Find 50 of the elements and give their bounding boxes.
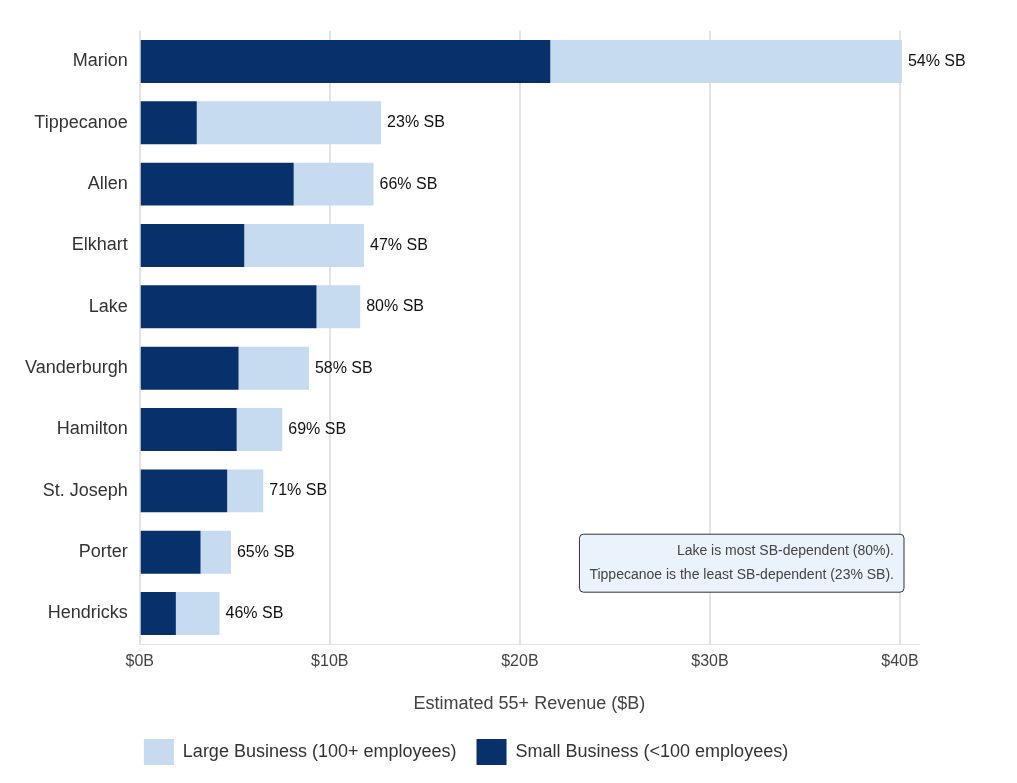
x-tick-label: $20B bbox=[501, 652, 539, 670]
x-tick-label: $0B bbox=[125, 652, 154, 670]
annotation: Lake is most SB-dependent (80%). bbox=[676, 542, 894, 559]
y-tick-label: Marion bbox=[72, 50, 128, 71]
annotation: 23% SB bbox=[387, 113, 445, 131]
bar bbox=[200, 530, 231, 574]
x-tick-label: $10B bbox=[311, 652, 349, 670]
bar bbox=[140, 592, 176, 635]
x-axis-title: Estimated 55+ Revenue ($B) bbox=[413, 693, 646, 714]
bar bbox=[140, 101, 197, 145]
y-tick-label: Hamilton bbox=[56, 418, 128, 439]
bar bbox=[140, 162, 294, 206]
bar bbox=[227, 469, 264, 513]
y-tick-label: Elkhart bbox=[71, 234, 128, 255]
bar bbox=[316, 285, 361, 329]
y-tick-label: Lake bbox=[88, 295, 128, 316]
y-tick-label: Vanderburgh bbox=[24, 357, 128, 378]
bar bbox=[293, 162, 374, 206]
bar bbox=[140, 285, 317, 329]
annotation: 47% SB bbox=[370, 235, 428, 253]
y-tick-label: Tippecanoe bbox=[34, 111, 128, 132]
annotation: 46% SB bbox=[225, 603, 284, 621]
legend-label: Large Business (100+ employees) bbox=[182, 740, 457, 761]
bar bbox=[140, 40, 551, 83]
y-tick-label: Porter bbox=[78, 541, 128, 562]
annotation: 65% SB bbox=[236, 542, 295, 560]
bar bbox=[550, 40, 902, 83]
annotation: 69% SB bbox=[288, 419, 347, 437]
bar bbox=[236, 408, 283, 451]
bar bbox=[244, 224, 365, 267]
y-tick-label: Allen bbox=[87, 173, 128, 194]
annotation: 80% SB bbox=[366, 297, 425, 315]
y-tick-label: Hendricks bbox=[47, 602, 128, 623]
bar bbox=[140, 224, 245, 267]
bar bbox=[140, 469, 228, 513]
legend-label: Small Business (<100 employees) bbox=[515, 740, 789, 761]
x-tick-label: $40B bbox=[881, 652, 919, 670]
bar bbox=[238, 346, 309, 390]
annotation: 71% SB bbox=[269, 481, 328, 499]
bar bbox=[175, 592, 220, 635]
bar bbox=[140, 530, 201, 574]
x-tick-label: $30B bbox=[691, 652, 729, 670]
annotation: Tippecanoe is the least SB-dependent (23% SB). bbox=[589, 566, 894, 583]
bar bbox=[140, 408, 237, 451]
y-tick-label: St. Joseph bbox=[42, 479, 128, 500]
annotation: 54% SB bbox=[907, 51, 966, 69]
annotation: 58% SB bbox=[314, 358, 373, 376]
bar bbox=[140, 346, 239, 390]
annotation: 66% SB bbox=[379, 174, 438, 192]
bar bbox=[196, 101, 382, 145]
